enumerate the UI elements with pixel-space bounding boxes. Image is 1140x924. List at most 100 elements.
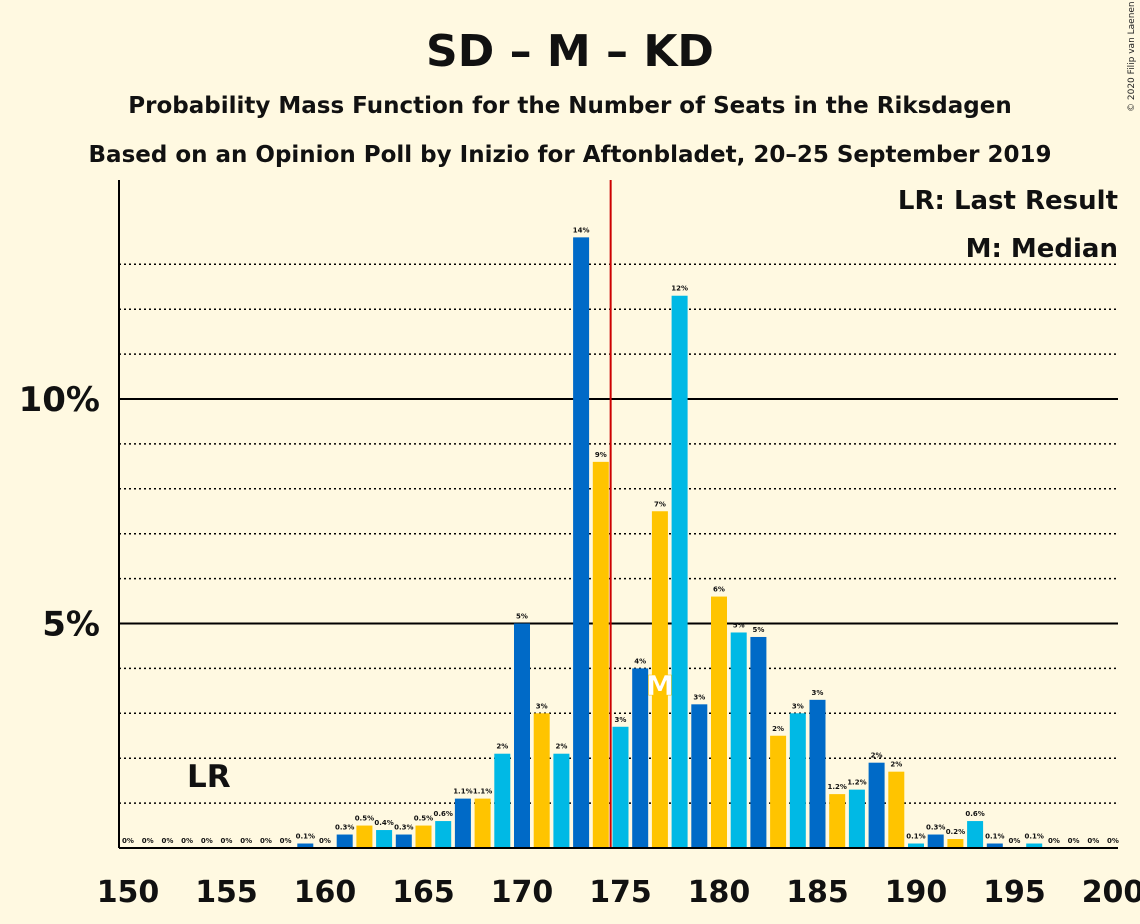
bar-label: 0.5% [414, 815, 433, 823]
bar [927, 834, 944, 848]
bar [415, 825, 432, 848]
bar [868, 762, 885, 848]
bar [789, 713, 806, 848]
x-tick-label: 175 [589, 875, 652, 910]
bar [947, 839, 964, 848]
bar-label: 0% [1107, 837, 1119, 845]
x-tick-label: 195 [983, 875, 1046, 910]
copyright-notice: © 2020 Filip van Laenen [1127, 1, 1137, 112]
bar [533, 713, 550, 848]
x-tick-label: 200 [1082, 875, 1140, 910]
y-tick-label: 10% [19, 380, 100, 420]
legend-last-result: LR: Last Result [898, 186, 1118, 216]
bar [829, 794, 846, 848]
bar [809, 699, 826, 848]
bar [553, 753, 570, 848]
bar [356, 825, 373, 848]
bar-label: 0% [280, 837, 292, 845]
bar-label: 2% [890, 761, 902, 769]
x-tick-label: 150 [97, 875, 160, 910]
bar-label: 0% [221, 837, 233, 845]
bar [691, 704, 708, 848]
bar [986, 843, 1003, 848]
bar [514, 623, 530, 848]
bar-label: 0.1% [906, 833, 925, 841]
bar [888, 771, 905, 848]
bar-label: 3% [615, 716, 627, 724]
bar [632, 668, 649, 848]
bar [454, 798, 471, 848]
bar-label: 1.1% [453, 788, 472, 796]
bar-label: 2% [496, 743, 508, 751]
bar [770, 735, 787, 848]
bar-label: 0.1% [985, 833, 1004, 841]
x-tick-label: 170 [491, 875, 554, 910]
bar-label: 0.5% [355, 815, 374, 823]
bar-label: 0% [122, 837, 134, 845]
bar-label: 3% [812, 689, 824, 697]
bar [848, 789, 865, 848]
bar-label: 0.3% [394, 824, 413, 832]
bar-label: 3% [693, 693, 705, 701]
bar-labels: 0% 0% 0% 0% 0% 0% 0% 0% 0%0.1%0%0.3%0.5%0.4%0.3%… [122, 226, 1119, 845]
bar [1026, 843, 1043, 848]
bar-label: 2% [772, 725, 784, 733]
bar-label: 5% [733, 621, 745, 629]
bar-label: 1.1% [473, 788, 492, 796]
bar-label: 0% [1087, 837, 1099, 845]
x-tick-label: 180 [688, 875, 751, 910]
bar-label: 3% [792, 702, 804, 710]
bar-label: 0% [1048, 837, 1060, 845]
bar-label: 14% [573, 226, 590, 234]
bar [376, 830, 393, 848]
bar [711, 596, 727, 848]
bar-label: 0.6% [965, 810, 984, 818]
x-tick-label: 160 [294, 875, 357, 910]
bar-label: 2% [871, 752, 883, 760]
bar-label: 5% [516, 613, 528, 621]
bar-label: 0.1% [1024, 833, 1043, 841]
bar [651, 511, 668, 848]
bar [967, 821, 984, 848]
x-tick-label: 185 [786, 875, 849, 910]
bar [671, 295, 688, 849]
bar-label: 7% [654, 500, 666, 508]
bar-label: 0.3% [926, 824, 945, 832]
bar-label: 0% [240, 837, 252, 845]
bar-label: 0% [260, 837, 272, 845]
bar-label: 0.6% [433, 810, 452, 818]
chart-subtitle-2: Based on an Opinion Poll by Inizio for A… [89, 142, 1052, 168]
chart-title: SD – M – KD [426, 26, 714, 77]
legend-median: M: Median [966, 234, 1118, 264]
x-tick-label: 190 [885, 875, 948, 910]
gridlines [119, 263, 1118, 804]
y-axis-ticks: 5% 10% [19, 380, 100, 645]
bar [573, 237, 590, 849]
bar [395, 834, 412, 848]
bar [730, 632, 747, 848]
bar [908, 843, 924, 848]
bar [336, 834, 353, 848]
bar-label: 0.4% [374, 819, 393, 827]
x-tick-label: 165 [392, 875, 455, 910]
bar-label: 0% [181, 837, 193, 845]
bar-label: 5% [752, 626, 764, 634]
bar-label: 0% [1068, 837, 1080, 845]
bar-label: 1.2% [827, 783, 846, 791]
bar-label: 0.2% [946, 828, 965, 836]
bar-label: 4% [634, 657, 646, 665]
bar-label: 3% [536, 702, 548, 710]
median-marker: M [646, 669, 674, 702]
bar-label: 0% [319, 837, 331, 845]
bar [297, 843, 314, 848]
bar-label: 0% [1009, 837, 1021, 845]
bar-label: 1.2% [847, 779, 866, 787]
bar [750, 636, 767, 848]
bar [474, 798, 491, 848]
last-result-marker: LR [187, 759, 231, 795]
bar-label: 2% [555, 743, 567, 751]
bars [297, 237, 1043, 849]
y-tick-label: 5% [42, 605, 100, 645]
x-tick-label: 155 [195, 875, 258, 910]
